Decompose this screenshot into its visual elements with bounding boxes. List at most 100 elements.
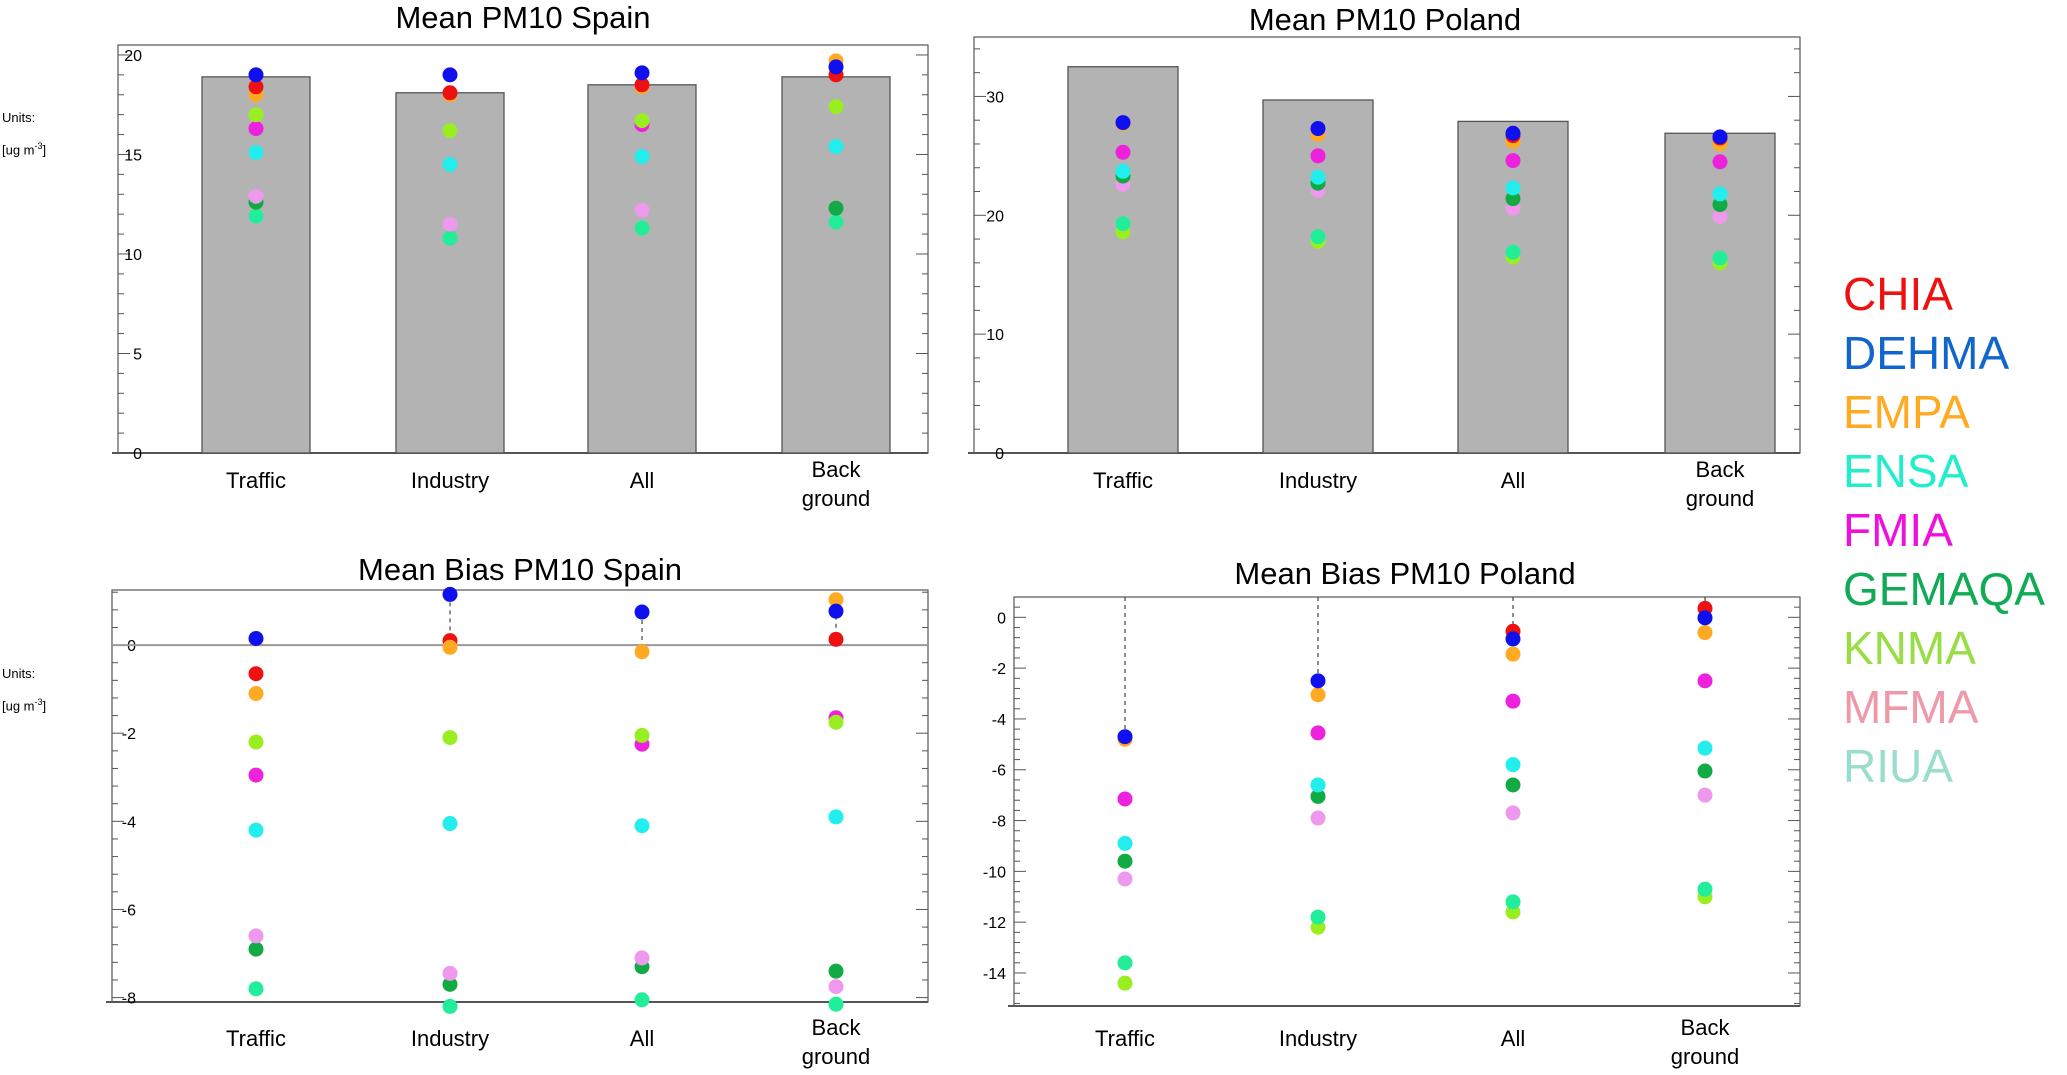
units-line2: [ug m-3] <box>2 141 47 158</box>
x-tick-text: All <box>1501 468 1525 493</box>
point-riua-traffic <box>248 981 264 997</box>
point-empa-background <box>828 592 844 608</box>
point-ensa-traffic <box>1117 835 1133 851</box>
legend-item-knma: KNMA <box>1843 622 1976 674</box>
x-tick-label-all: All <box>630 1026 654 1051</box>
point-mfma-all <box>634 950 650 966</box>
point-dehma-background <box>828 603 844 619</box>
point-fmia-traffic <box>248 767 264 783</box>
legend-item-gemaqa: GEMAQA <box>1843 563 2045 615</box>
point-dehma-industry <box>1310 673 1326 689</box>
x-tick-text: Back ground <box>1671 1015 1740 1069</box>
y-tick-label: 15 <box>124 147 142 164</box>
x-tick-label-traffic: Traffic <box>1095 1026 1155 1051</box>
point-ensa-background <box>828 139 844 155</box>
chart-poland-mean: Mean PM10 Poland 0 10 20 30 Traffic Industry Al… <box>968 2 1801 511</box>
point-fmia-all <box>1505 693 1521 709</box>
point-gemaqa-traffic <box>1117 853 1133 869</box>
point-empa-all <box>1505 646 1521 662</box>
point-dehma-background <box>1697 610 1713 626</box>
point-mfma-industry <box>1310 810 1326 826</box>
x-tick-text: Traffic <box>226 1026 286 1051</box>
units-line2: [ug m-3] <box>2 697 47 714</box>
x-tick-text: Back ground <box>1686 457 1755 511</box>
y-tick-label: 10 <box>986 327 1004 344</box>
point-riua-traffic <box>248 208 264 224</box>
point-gemaqa-background <box>1712 197 1728 213</box>
x-tick-label-all: All <box>1501 468 1525 493</box>
x-tick-label-all: All <box>630 468 654 493</box>
point-knma-industry <box>442 123 458 139</box>
x-tick-line1: Back <box>1681 1015 1731 1040</box>
legend-item-dehma: DEHMA <box>1843 327 2010 379</box>
point-dehma-traffic <box>248 630 264 646</box>
x-tick-text: Back ground <box>802 457 871 511</box>
chart-spain-mean: Mean PM10 Spain 0 5 10 15 20 Traffic Industry Al… <box>112 0 929 511</box>
bar-observed-background <box>1664 132 1776 454</box>
x-tick-line1: Back <box>812 457 862 482</box>
y-tick-label: 10 <box>124 247 142 264</box>
point-gemaqa-background <box>828 200 844 216</box>
point-gemaqa-industry <box>442 976 458 992</box>
legend: CHIA DEHMA EMPA ENSA FMIA GEMAQA KNMA MFMA RIUA <box>1843 265 2045 796</box>
y-tick-label: 5 <box>133 346 142 363</box>
x-tick-line1: Back <box>812 1015 862 1040</box>
point-knma-traffic <box>248 107 264 123</box>
x-tick-text: All <box>630 468 654 493</box>
point-fmia-all <box>1505 153 1521 169</box>
x-tick-text: Industry <box>411 1026 489 1051</box>
point-fmia-traffic <box>248 121 264 137</box>
point-empa-all <box>634 644 650 660</box>
point-gemaqa-background <box>1697 763 1713 779</box>
x-tick-label-industry: Industry <box>411 1026 489 1051</box>
legend-item-chia: CHIA <box>1843 268 1953 320</box>
point-riua-all <box>634 220 650 236</box>
point-dehma-all <box>1505 125 1521 141</box>
x-tick-line2: ground <box>1686 486 1755 511</box>
point-ensa-all <box>1505 757 1521 773</box>
x-tick-text: Industry <box>1279 468 1357 493</box>
legend-item-fmia: FMIA <box>1843 504 1953 556</box>
y-tick-label: -12 <box>983 915 1006 932</box>
legend-item-ensa: ENSA <box>1843 445 1969 497</box>
y-tick-label: -4 <box>122 814 136 831</box>
point-riua-background <box>828 996 844 1012</box>
point-fmia-background <box>1697 673 1713 689</box>
x-tick-line2: ground <box>802 486 871 511</box>
chart-poland-bias: Mean Bias PM10 Poland -14 -12 -10 -8 -6 -4 -2 0 T… <box>983 556 1801 1069</box>
point-ensa-background <box>828 809 844 825</box>
y-tick-label: -10 <box>983 864 1006 881</box>
bar-observed-industry <box>395 92 505 454</box>
x-tick-label-traffic: Traffic <box>1093 468 1153 493</box>
point-ensa-all <box>634 148 650 164</box>
bar-observed-traffic <box>201 76 311 454</box>
point-riua-traffic <box>1115 216 1131 232</box>
y-tick-label: 0 <box>127 638 136 655</box>
point-knma-background <box>828 714 844 730</box>
point-riua-industry <box>1310 229 1326 245</box>
point-ensa-traffic <box>248 144 264 160</box>
point-dehma-background <box>828 59 844 75</box>
x-tick-text: Traffic <box>226 468 286 493</box>
x-tick-label-traffic: Traffic <box>226 1026 286 1051</box>
y-tick-label: -14 <box>983 966 1006 983</box>
point-riua-industry <box>442 230 458 246</box>
point-knma-traffic <box>248 734 264 750</box>
chart-title: Mean PM10 Spain <box>395 0 650 35</box>
x-tick-label-industry: Industry <box>411 468 489 493</box>
point-empa-industry <box>442 639 458 655</box>
point-ensa-industry <box>442 816 458 832</box>
point-chia-industry <box>442 85 458 101</box>
x-tick-label-all: All <box>1501 1026 1525 1051</box>
point-mfma-industry <box>442 965 458 981</box>
point-dehma-all <box>634 604 650 620</box>
y-tick-label: -8 <box>992 814 1006 831</box>
point-ensa-industry <box>1310 777 1326 793</box>
point-ensa-all <box>634 818 650 834</box>
x-tick-label-background: Back ground <box>1671 1015 1740 1069</box>
x-tick-text: All <box>1501 1026 1525 1051</box>
x-tick-text: Back ground <box>802 1015 871 1069</box>
bar-observed-all <box>587 84 697 454</box>
point-ensa-industry <box>442 156 458 172</box>
